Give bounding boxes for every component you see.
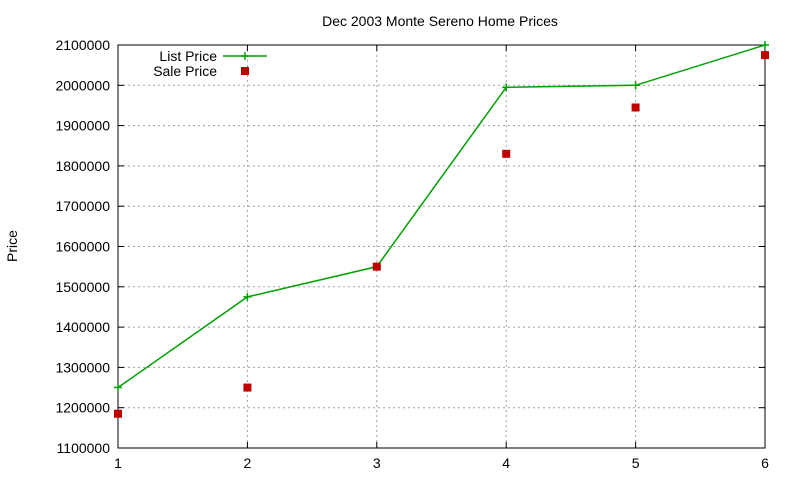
y-tick-label: 1500000 [55,279,110,295]
list-price-point [502,83,511,92]
x-tick-labels: 1 2 3 4 5 6 [114,455,769,471]
x-tick-label: 1 [114,455,122,471]
grid-lines [118,45,765,448]
axis-ticks [117,44,766,449]
sale-price-point [372,262,381,271]
y-tick-label: 2100000 [55,37,110,53]
legend-swatch-list-price [223,52,267,60]
list-price-point [631,81,640,90]
y-tick-label: 1200000 [55,400,110,416]
list-price-point [761,41,769,49]
legend-swatch-sale-price [241,67,249,75]
y-tick-label: 1400000 [55,319,110,335]
list-price-point [114,383,122,392]
legend-marker-sale-price [241,67,249,75]
x-tick-label: 5 [632,455,640,471]
x-tick-label: 6 [761,455,769,471]
x-tick-label: 2 [244,455,252,471]
y-tick-label: 2000000 [55,77,110,93]
chart-title: Dec 2003 Monte Sereno Home Prices [322,13,558,29]
sale-price-point [243,383,252,392]
y-tick-labels: 1100000 1200000 1300000 1400000 1500000 16000… [55,37,110,456]
legend-label-sale-price: Sale Price [153,63,217,79]
y-tick-label: 1600000 [55,239,110,255]
sale-price-point [761,51,769,60]
x-tick-label: 4 [502,455,510,471]
y-tick-label: 1700000 [55,198,110,214]
y-tick-label: 1300000 [55,359,110,375]
legend-label-list-price: List Price [159,48,217,64]
y-tick-label: 1900000 [55,118,110,134]
plot-series [114,41,769,418]
sale-price-point [114,409,122,418]
list-price-line [117,44,766,389]
legend-marker-list-price [241,52,249,60]
y-axis-label: Price [4,230,20,262]
list-price-point [243,292,252,301]
sale-price-point [502,149,511,158]
plot-frame [117,44,766,449]
y-tick-label: 1800000 [55,158,110,174]
y-tick-label: 1100000 [57,440,111,456]
legend: List Price Sale Price [153,48,267,79]
x-tick-label: 3 [373,455,381,471]
sale-price-point [631,103,640,112]
